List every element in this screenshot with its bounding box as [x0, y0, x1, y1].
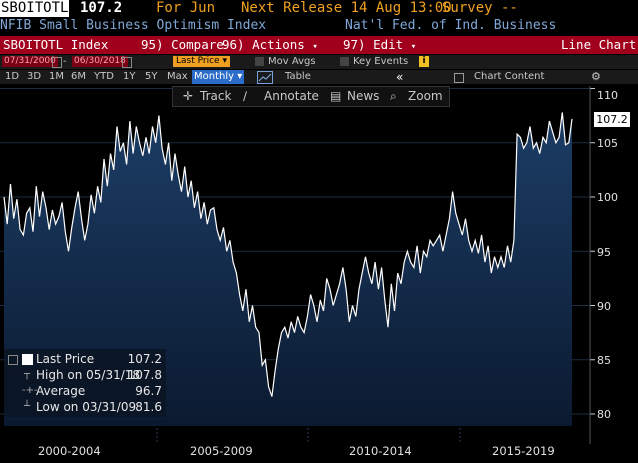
key-events-label: Key Events [353, 56, 409, 67]
actions-menu[interactable]: 96) Actions ▾ [222, 36, 318, 56]
next-release: Next Release 14 Aug 13:00 [241, 0, 452, 16]
price-area [4, 112, 572, 427]
ticker-index-label: SBOITOTL Index [3, 37, 109, 52]
high-marker-icon: ┬ [24, 369, 31, 380]
news-button[interactable]: News [347, 89, 380, 103]
end-date-field[interactable]: 06/30/2018 [72, 56, 128, 67]
period-row: 1D 3D 1M 6M YTD 1Y 5Y Max Monthly ▾ Tabl… [0, 70, 638, 84]
chart-content-button[interactable]: Chart Content [474, 71, 545, 82]
info-icon[interactable]: i [419, 56, 429, 67]
legend-last-label: Last Price [36, 352, 95, 366]
chevron-down-icon: ▾ [410, 42, 417, 52]
y-tick-label: 85 [597, 354, 611, 367]
legend-row-avg: -+- Average 96.7 [4, 383, 166, 399]
chevron-down-icon: ▾ [222, 56, 227, 66]
x-tick-label: 2010-2014 [349, 444, 412, 458]
actions-label: 96) Actions [222, 37, 305, 52]
ticker-symbol[interactable]: SBOITOTL [0, 0, 70, 17]
header-row: SBOITOTL 107.2 For Jun Next Release 14 A… [0, 0, 638, 18]
period-1m[interactable]: 1M [49, 71, 64, 82]
frequency-select[interactable]: Monthly ▾ [192, 70, 245, 84]
controls-row: 07/31/2000 - 06/30/2018 Last Price ▾ Mov… [0, 55, 638, 69]
legend-avg-value: 96.7 [135, 384, 162, 398]
y-axis-ticks [589, 86, 595, 444]
y-tick-label: 105 [597, 137, 618, 150]
edit-menu[interactable]: 97) Edit ▾ [343, 36, 416, 56]
y-tick-label: 80 [597, 408, 611, 421]
chart-content-icon [454, 73, 464, 83]
y-tick-label: 95 [597, 246, 611, 259]
frequency-label: Monthly [194, 71, 235, 82]
key-events-checkbox[interactable] [340, 57, 349, 66]
edit-label: 97) Edit [343, 37, 404, 52]
legend-box-icon [8, 355, 18, 365]
period-1d[interactable]: 1D [5, 71, 20, 82]
period-max[interactable]: Max [167, 71, 188, 82]
survey: Survey -- [442, 0, 518, 16]
low-marker-icon: ┴ [24, 401, 31, 412]
line-chart-icon[interactable] [257, 71, 273, 84]
legend-avg-label: Average [36, 384, 86, 398]
last-value: 107.2 [80, 0, 123, 16]
legend-row-low: ┴ Low on 03/31/09 81.6 [4, 399, 166, 415]
chart-type-label[interactable]: Line Chart [561, 37, 637, 52]
chevron-down-icon: ▾ [312, 42, 318, 52]
chart-area[interactable] [0, 86, 638, 444]
price-field-select[interactable]: Last Price ▾ [173, 56, 230, 67]
legend: Last Price 107.2 ┬ High on 05/31/18 107.… [4, 349, 166, 417]
price-field-label: Last Price [176, 56, 220, 66]
date-separator: - [63, 56, 67, 67]
last-price-tag: 107.2 [594, 112, 630, 127]
period-1y[interactable]: 1Y [123, 71, 136, 82]
mov-avgs-label: Mov Avgs [268, 56, 316, 67]
y-tick-label: 110 [597, 89, 618, 102]
legend-low-label: Low on 03/31/09 [36, 400, 137, 414]
line-chart-glyph [258, 73, 272, 82]
start-date-field[interactable]: 07/31/2000 [2, 56, 58, 67]
period-5y[interactable]: 5Y [145, 71, 158, 82]
zoom-button[interactable]: Zoom [408, 89, 443, 103]
y-tick-label: 100 [597, 191, 618, 204]
table-button[interactable]: Table [285, 71, 311, 82]
ticker-index-box[interactable]: SBOITOTL Index [0, 36, 126, 54]
index-name: NFIB Small Business Optimism Index [0, 18, 267, 33]
x-tick-label: 2000-2004 [38, 444, 101, 458]
calendar-icon[interactable] [52, 57, 62, 68]
legend-high-value: 107.8 [127, 368, 162, 382]
menu-bar: SBOITOTL Index 95) Compare 96) Actions ▾… [0, 36, 638, 54]
period-3d[interactable]: 3D [27, 71, 42, 82]
collapse-icon[interactable]: « [396, 70, 404, 84]
legend-low-value: 81.6 [135, 400, 162, 414]
x-tick-label: 2005-2009 [190, 444, 253, 458]
news-icon: ▤ [330, 89, 342, 103]
for-period: For Jun [156, 0, 216, 16]
annotate-icon: ∕ [243, 89, 248, 103]
gear-icon[interactable]: ⚙ [591, 70, 601, 83]
track-icon: ✛ [183, 89, 194, 103]
average-marker-icon: -+- [22, 385, 38, 396]
search-icon: ⌕ [390, 89, 397, 103]
legend-high-label: High on 05/31/18 [36, 368, 141, 382]
period-ytd[interactable]: YTD [94, 71, 114, 82]
track-button[interactable]: Track [200, 89, 232, 103]
annotate-button[interactable]: Annotate [264, 89, 319, 103]
calendar-icon[interactable] [122, 57, 132, 68]
legend-row-last: Last Price 107.2 [4, 351, 166, 367]
legend-swatch [22, 354, 33, 365]
source-name: Nat'l Fed. of Ind. Business [345, 18, 557, 33]
y-tick-label: 90 [597, 300, 611, 313]
chart-toolbar: ✛ Track ∕ Annotate ▤ News ⌕ Zoom [172, 86, 450, 107]
legend-row-high: ┬ High on 05/31/18 107.8 [4, 367, 166, 383]
subheader-row: NFIB Small Business Optimism Index Nat'l… [0, 18, 638, 35]
period-6m[interactable]: 6M [71, 71, 86, 82]
mov-avgs-checkbox[interactable] [255, 57, 264, 66]
compare-menu[interactable]: 95) Compare [141, 37, 224, 52]
legend-last-value: 107.2 [127, 352, 162, 366]
price-line [3, 112, 573, 397]
x-tick-label: 2015-2019 [492, 444, 555, 458]
